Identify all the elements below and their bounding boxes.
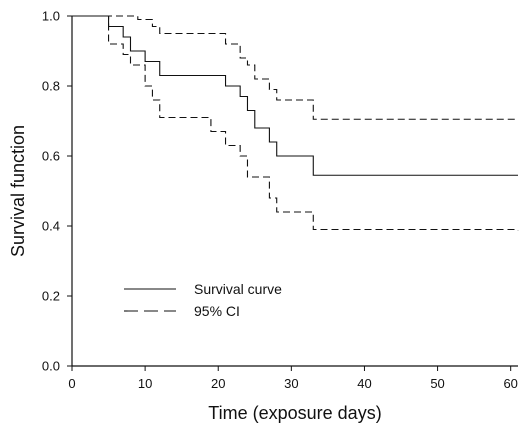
y-tick-label: 1.0 [42, 9, 60, 24]
y-axis-title: Survival function [8, 125, 28, 257]
x-tick-label: 10 [138, 376, 152, 391]
legend-ci-label: 95% CI [194, 303, 240, 319]
ci-lower-line [72, 15, 519, 231]
series-layer [72, 15, 519, 231]
x-tick-label: 40 [357, 376, 371, 391]
y-tick-label: 0.8 [42, 79, 60, 94]
x-tick-label: 30 [284, 376, 298, 391]
x-tick-label: 50 [430, 376, 444, 391]
x-tick-label: 60 [503, 376, 517, 391]
legend-survival-label: Survival curve [194, 281, 282, 297]
y-tick-label: 0.0 [42, 359, 60, 374]
survival-curve-line [72, 15, 518, 176]
x-axis-title: Time (exposure days) [208, 403, 381, 423]
x-tick-label: 20 [211, 376, 225, 391]
x-tick-label: 0 [68, 376, 75, 391]
y-tick-label: 0.6 [42, 149, 60, 164]
legend: Survival curve 95% CI [124, 281, 282, 319]
y-tick-label: 0.4 [42, 219, 60, 234]
ci-upper-line [72, 15, 518, 120]
axes-layer: 0.0 0.2 0.4 0.6 0.8 1.0 0 10 20 30 40 50 60 [42, 9, 518, 391]
y-tick-label: 0.2 [42, 289, 60, 304]
